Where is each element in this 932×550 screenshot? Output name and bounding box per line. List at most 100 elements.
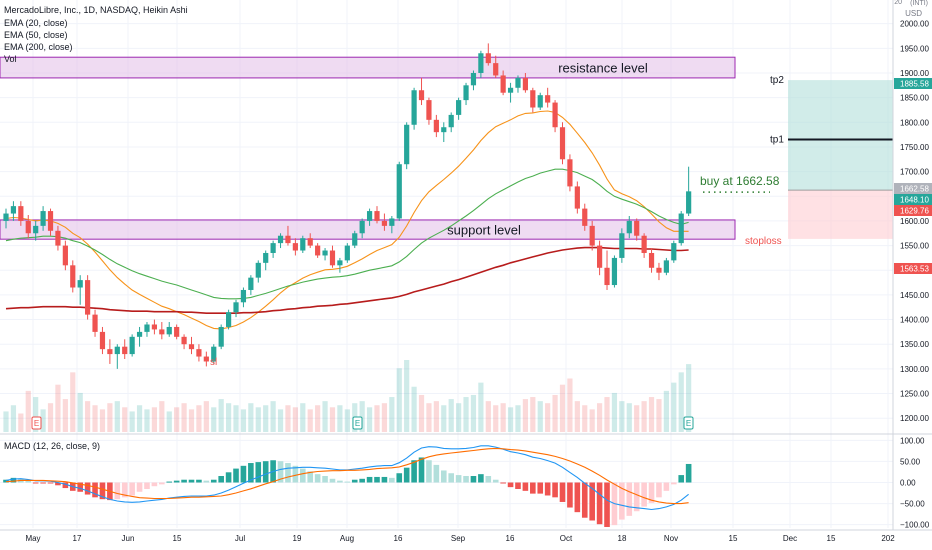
macd-histogram-bar <box>292 465 299 483</box>
volume-bar <box>25 390 31 432</box>
time-tick-label: 202 <box>881 534 895 543</box>
macd-histogram-bar <box>440 470 447 483</box>
candle-body <box>255 262 261 278</box>
time-tick-label: 15 <box>827 534 836 543</box>
macd-histogram-bar <box>225 472 232 483</box>
macd-histogram-bar <box>478 474 484 483</box>
candle-body <box>99 331 106 350</box>
candle-body <box>129 336 135 355</box>
macd-histogram-bar <box>144 482 150 489</box>
candle-body <box>589 225 595 246</box>
macd-histogram-bar <box>626 482 633 516</box>
legend-ema20[interactable]: EMA (20, close) <box>4 18 68 28</box>
candle-body <box>426 100 432 120</box>
macd-histogram-bar <box>396 473 403 483</box>
price-tick-label: 1900.00 <box>900 69 929 78</box>
macd-histogram-bar <box>10 477 17 483</box>
candle-body <box>300 238 306 251</box>
price-badge-label: 1885.58 <box>900 80 929 89</box>
macd-histogram-bar <box>277 461 284 483</box>
volume-bar <box>359 401 365 432</box>
price-badge <box>894 78 932 89</box>
candle-body <box>136 331 143 337</box>
candle-body <box>270 243 276 253</box>
macd-histogram-bar <box>188 479 195 483</box>
price-tick-label: 1700.00 <box>900 168 929 177</box>
resistance-label: resistance level <box>558 61 648 76</box>
volume-bar <box>107 403 113 432</box>
candle-body <box>411 90 417 125</box>
candle-body <box>567 159 573 187</box>
time-tick-label: 15 <box>729 534 738 543</box>
time-tick-label: Oct <box>560 534 573 543</box>
macd-histogram-bar <box>285 463 291 483</box>
volume-bar <box>40 409 46 432</box>
time-tick-label: 16 <box>506 534 515 543</box>
legend-ema200[interactable]: EMA (200, close) <box>4 42 73 52</box>
macd-tick-label: −100.00 <box>900 521 930 530</box>
resistance-zone <box>0 56 736 79</box>
currency-label[interactable]: USD <box>905 9 922 18</box>
candle-body <box>374 211 380 221</box>
macd-histogram-bar <box>136 482 143 492</box>
volume-bar <box>559 384 566 432</box>
volume-bar <box>411 386 417 432</box>
candle-body <box>463 85 469 101</box>
candle-body <box>203 356 209 362</box>
volume-bar <box>671 382 677 432</box>
candle-body <box>522 77 528 91</box>
volume-bars <box>3 360 692 432</box>
candle-body <box>226 312 232 327</box>
candle-body <box>77 280 83 288</box>
macd-histogram-bar <box>240 465 247 483</box>
price-badge-label: 1629.76 <box>900 207 929 216</box>
price-tick-label: 1350.00 <box>900 340 929 349</box>
macd-histogram-bar <box>559 482 566 502</box>
macd-histogram-bar <box>641 482 647 507</box>
volume-bar <box>85 401 91 432</box>
macd-histogram-bar <box>537 482 544 494</box>
time-tick-label: Dec <box>783 534 797 543</box>
volume-bar <box>485 401 491 432</box>
volume-bar <box>77 392 83 432</box>
macd-histogram-bar <box>567 482 573 508</box>
ema-lines <box>5 110 689 330</box>
macd-histogram-bar <box>248 463 254 483</box>
volume-bar <box>344 409 350 432</box>
volume-bar <box>611 392 618 432</box>
candle-body <box>196 349 202 357</box>
candle-body <box>404 124 410 165</box>
candle-body <box>597 245 603 268</box>
macd-histogram-bar <box>218 476 224 483</box>
macd-histogram-bar <box>255 462 262 483</box>
candle-body <box>396 164 402 219</box>
macd-histogram-bar <box>530 482 536 494</box>
legend-macd[interactable]: MACD (12, 26, close, 9) <box>4 441 101 451</box>
price-tick-label: 1850.00 <box>900 94 929 103</box>
macd-histogram-bar <box>455 475 462 483</box>
candle-body <box>366 211 373 221</box>
long-position-tool[interactable] <box>788 80 893 239</box>
macd-histogram-bar <box>196 479 202 483</box>
volume-bar <box>626 403 632 432</box>
volume-bar <box>641 401 647 432</box>
volume-bar <box>174 407 180 432</box>
macd-tick-label: 50.00 <box>900 457 921 466</box>
earnings-marker-label: E <box>355 419 360 428</box>
signal-line <box>5 447 689 505</box>
support-zone <box>0 219 736 240</box>
macd-pane <box>3 445 692 527</box>
macd-histogram-bar <box>389 477 395 483</box>
volume-bar <box>315 405 321 432</box>
volume-bar <box>292 407 298 432</box>
candle-body <box>530 90 536 108</box>
legend-ema50[interactable]: EMA (50, close) <box>4 30 68 40</box>
candle-body <box>114 346 120 355</box>
price-tick-label: 1600.00 <box>900 217 929 226</box>
macd-histogram-bar <box>507 482 514 488</box>
macd-histogram-bar <box>604 482 610 527</box>
legend-volume[interactable]: Vol <box>4 54 17 64</box>
macd-histogram-bar <box>515 482 521 489</box>
volume-bar <box>663 390 669 432</box>
